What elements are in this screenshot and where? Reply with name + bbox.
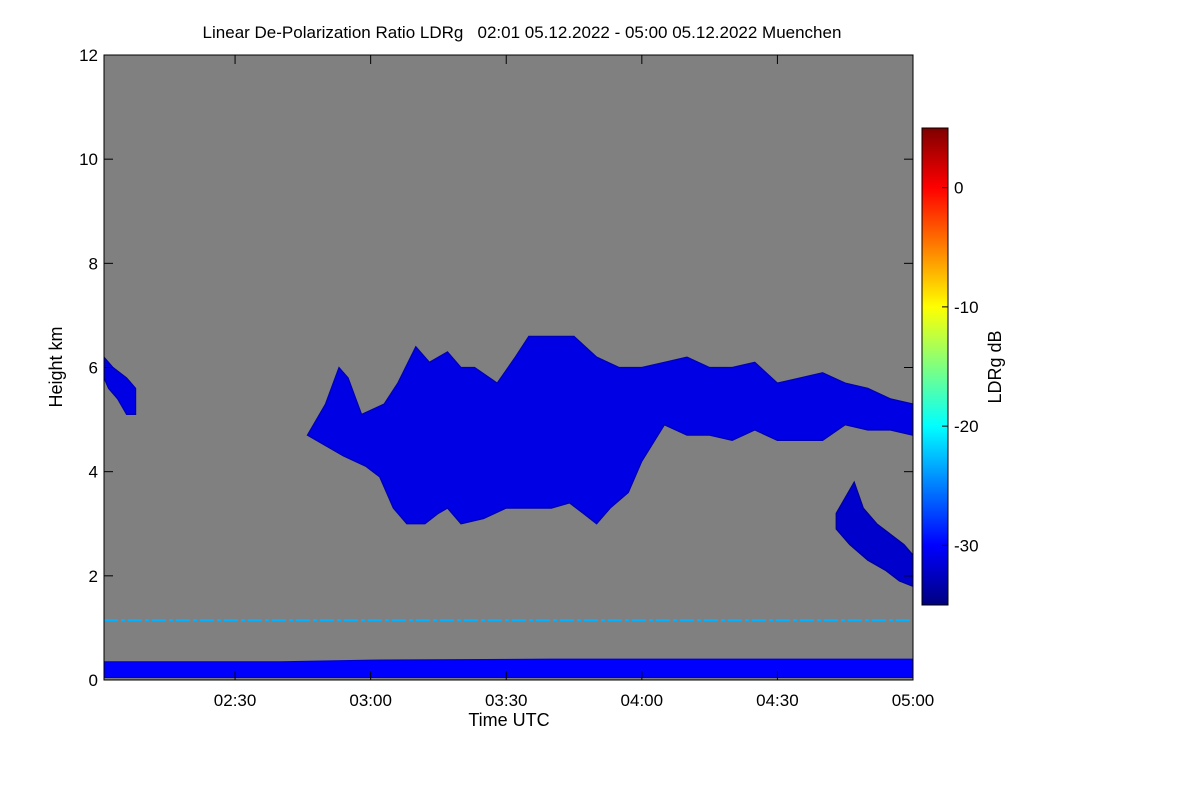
- colorbar-tick-label: -10: [954, 298, 979, 317]
- y-tick-label: 4: [89, 463, 98, 482]
- x-tick-label: 04:30: [756, 691, 799, 710]
- x-tick-label: 03:00: [349, 691, 392, 710]
- y-tick-label: 12: [79, 46, 98, 65]
- colorbar-tick-label: -20: [954, 417, 979, 436]
- x-tick-label: 02:30: [214, 691, 257, 710]
- colorbar: [921, 127, 949, 606]
- feature-aerosol-boundary-layer: [104, 658, 913, 679]
- x-tick-label: 05:00: [892, 691, 935, 710]
- y-tick-label: 10: [79, 150, 98, 169]
- x-tick-label: 03:30: [485, 691, 528, 710]
- colorbar-label: LDRg dB: [985, 330, 1005, 403]
- y-axis: 0 2 4 6 8 10 12: [79, 46, 913, 690]
- colorbar-axis: 0 -10 -20 -30: [942, 179, 979, 555]
- colorbar-tick-label: 0: [954, 179, 963, 198]
- y-tick-label: 0: [89, 671, 98, 690]
- feature-lower-descending-cloud: [835, 480, 913, 587]
- x-tick-label: 04:00: [621, 691, 664, 710]
- colorbar-tick-label: -30: [954, 536, 979, 555]
- feature-main-cloud: [306, 335, 913, 525]
- x-axis: 02:30 03:00 03:30 04:00 04:30 05:00: [214, 55, 934, 710]
- feature-early-cloud-patch: [104, 356, 137, 415]
- heatmap-features: [104, 335, 913, 679]
- chart-title: Linear De-Polarization Ratio LDRg 02:01 …: [203, 23, 842, 42]
- y-tick-label: 8: [89, 254, 98, 273]
- y-tick-label: 6: [89, 359, 98, 378]
- y-axis-label: Height km: [46, 326, 66, 407]
- x-axis-label: Time UTC: [468, 710, 549, 730]
- y-tick-label: 2: [89, 567, 98, 586]
